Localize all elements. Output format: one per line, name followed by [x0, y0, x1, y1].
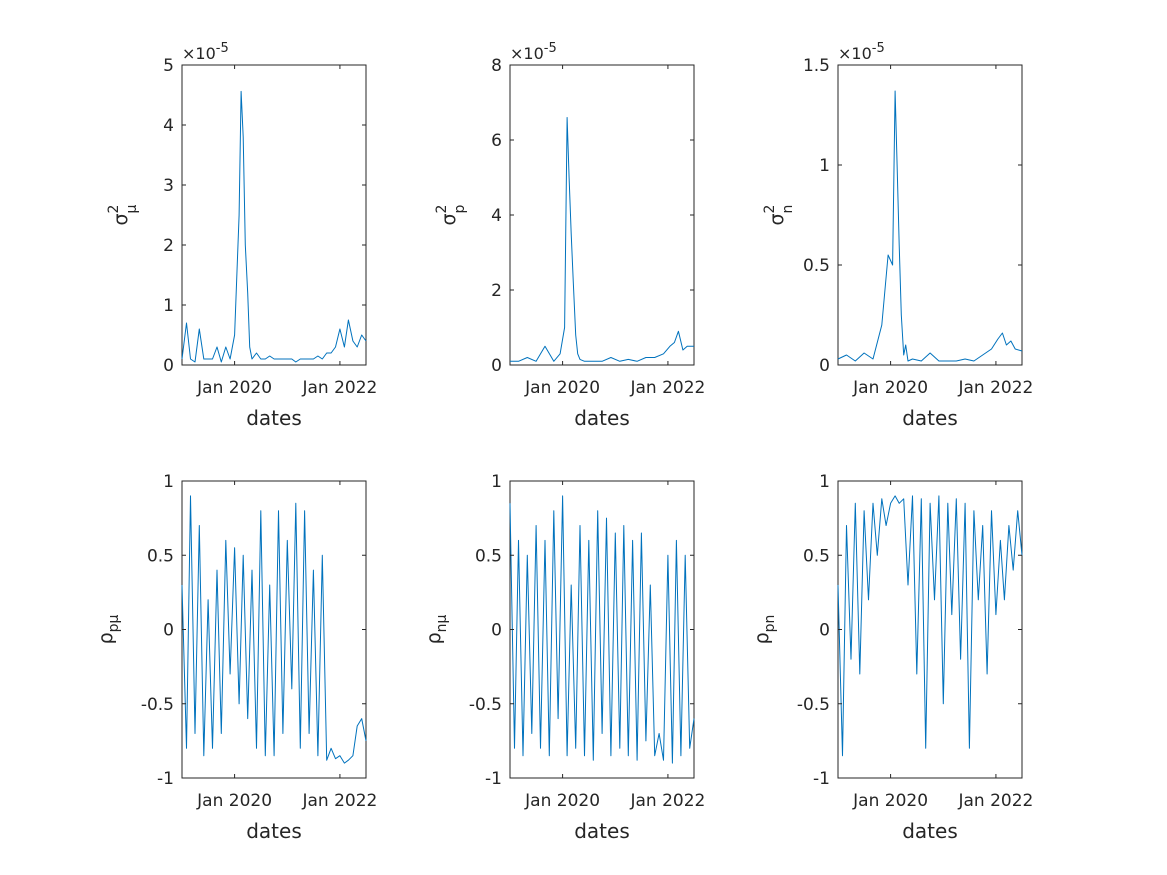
y-tick-label: 0	[163, 356, 174, 376]
y-axis-label: ρpn	[751, 615, 778, 645]
x-axis-label: dates	[246, 819, 302, 843]
y-tick-label: 1	[163, 296, 174, 316]
y-axis-label: σ2 n	[762, 205, 796, 226]
x-tick-label: Jan 2020	[852, 791, 928, 811]
y-tick-label: 2	[163, 236, 174, 256]
x-tick-label: Jan 2022	[301, 791, 377, 811]
x-tick-label: Jan 2022	[957, 791, 1033, 811]
y-tick-label: 0.5	[475, 546, 502, 566]
y-tick-label: 0	[819, 621, 830, 641]
y-tick-label: 2	[491, 281, 502, 301]
y-tick-label: 0	[163, 621, 174, 641]
exponent-label: ×10-5	[182, 41, 229, 63]
subplot-2: 0 2 4 6 8 Jan 2020 Jan 2022 dates ×10-5 σ2 p	[434, 41, 705, 430]
y-tick-label: -1	[485, 769, 502, 789]
x-tick-label: Jan 2022	[629, 378, 705, 398]
x-tick-label: Jan 2022	[957, 378, 1033, 398]
y-tick-label: 6	[491, 131, 502, 151]
x-tick-label: Jan 2020	[524, 791, 600, 811]
y-axis-label: σ2 μ	[106, 205, 140, 226]
y-tick-label: 0	[491, 621, 502, 641]
y-tick-label: -0.5	[469, 695, 502, 715]
subplot-4: -1 -0.5 0 0.5 1 Jan 2020 Jan 2022 dates ρpμ	[95, 472, 377, 843]
x-tick-label: Jan 2020	[852, 378, 928, 398]
subplot-5: -1 -0.5 0 0.5 1 Jan 2020 Jan 2022 dates ρnμ	[423, 472, 705, 843]
x-axis-label: dates	[902, 406, 958, 430]
axes-box	[182, 65, 366, 365]
y-tick-label: 3	[163, 176, 174, 196]
y-tick-label: 0	[491, 356, 502, 376]
subplot-6: -1 -0.5 0 0.5 1 Jan 2020 Jan 2022 dates ρpn	[751, 472, 1033, 843]
y-tick-label: 0	[819, 356, 830, 376]
subplot-1: 0 1 2 3 4 5 Jan 2020 Jan 2022 dates ×10-5 σ2 μ	[106, 41, 377, 430]
x-axis-label: dates	[574, 406, 630, 430]
y-tick-label: -1	[157, 769, 174, 789]
x-axis-label: dates	[902, 819, 958, 843]
y-tick-label: 4	[163, 116, 174, 136]
y-tick-label: 4	[491, 206, 502, 226]
y-tick-label: 1.5	[803, 56, 830, 76]
y-tick-label: -0.5	[797, 695, 830, 715]
x-tick-label: Jan 2020	[524, 378, 600, 398]
y-tick-label: 1	[819, 472, 830, 492]
y-tick-label: 0.5	[803, 546, 830, 566]
exponent-label: ×10-5	[838, 41, 885, 63]
y-tick-label: -1	[813, 769, 830, 789]
y-axis-label: σ2 p	[434, 205, 468, 226]
y-tick-label: 0.5	[803, 256, 830, 276]
y-tick-label: 8	[491, 56, 502, 76]
x-tick-label: Jan 2020	[196, 791, 272, 811]
x-tick-label: Jan 2022	[629, 791, 705, 811]
axes-box	[510, 65, 694, 365]
y-tick-label: 5	[163, 56, 174, 76]
y-axis-label: ρpμ	[95, 614, 122, 644]
x-tick-label: Jan 2020	[196, 378, 272, 398]
x-axis-label: dates	[574, 819, 630, 843]
y-tick-label: 1	[819, 156, 830, 176]
y-tick-label: 0.5	[147, 546, 174, 566]
x-axis-label: dates	[246, 406, 302, 430]
exponent-label: ×10-5	[510, 41, 557, 63]
subplot-3: 0 0.5 1 1.5 Jan 2020 Jan 2022 dates ×10-5 σ2 n	[762, 41, 1033, 430]
y-tick-label: -0.5	[141, 695, 174, 715]
axes-box	[838, 65, 1022, 365]
y-axis-label: ρnμ	[423, 614, 450, 644]
y-tick-label: 1	[163, 472, 174, 492]
x-tick-label: Jan 2022	[301, 378, 377, 398]
y-tick-label: 1	[491, 472, 502, 492]
